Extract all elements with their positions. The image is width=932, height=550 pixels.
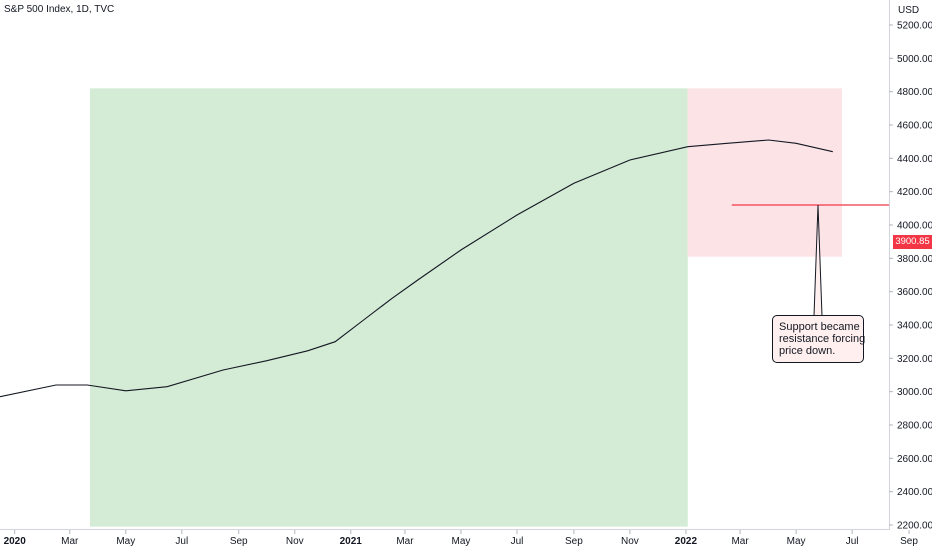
- last-price-badge: 3900.85: [893, 234, 932, 249]
- time-tick-label: Jul: [175, 536, 188, 547]
- chart-title: S&P 500 Index, 1D, TVC: [4, 4, 115, 15]
- time-tick-label: May: [451, 536, 470, 547]
- price-tick-label: 4600.00: [897, 121, 932, 132]
- time-tick-label: Sep: [900, 536, 918, 547]
- time-axis-ticks: 2020 Mar May Jul Sep Nov 2021 Mar May Jul Sep Nov 20…: [4, 530, 918, 547]
- price-tick-label: 5000.00: [897, 54, 932, 65]
- moving-average-layer: [0, 139, 833, 398]
- price-tick-label: 3400.00: [897, 321, 932, 332]
- price-tick-label: 4200.00: [897, 187, 932, 198]
- price-tick-label: 4000.00: [897, 221, 932, 232]
- price-tick-label: 3200.00: [897, 354, 932, 365]
- moving-average-line: [0, 139, 833, 398]
- price-tick-label: 2400.00: [897, 487, 932, 498]
- callout-line-1: Support became: [779, 321, 860, 333]
- price-tick-label: 2600.00: [897, 454, 932, 465]
- time-tick-label: 2021: [340, 536, 363, 547]
- callout-line-2: resistance forcing: [779, 333, 866, 345]
- axis-layer: USD: [0, 0, 919, 530]
- time-tick-label: Mar: [396, 536, 414, 547]
- price-axis-unit-label: USD: [898, 5, 919, 16]
- time-tick-label: May: [116, 536, 135, 547]
- annotation-callout[interactable]: Support became resistance forcing price …: [772, 315, 866, 363]
- time-tick-label: 2022: [675, 536, 698, 547]
- callout-line-3: price down.: [779, 345, 836, 357]
- time-tick-label: Jul: [846, 536, 859, 547]
- time-tick-label: Jul: [511, 536, 524, 547]
- time-tick-label: Mar: [61, 536, 79, 547]
- price-tick-label: 2800.00: [897, 421, 932, 432]
- time-tick-label: Sep: [565, 536, 583, 547]
- bull-zone: [89, 88, 688, 527]
- zones-layer: [89, 88, 843, 527]
- price-axis-ticks: 2200.00 2400.00 2600.00 2800.00 3000.00 3200.…: [889, 21, 932, 532]
- time-tick-label: Mar: [731, 536, 749, 547]
- bear-zone: [687, 88, 843, 257]
- time-tick-label: Nov: [621, 536, 639, 547]
- price-tick-label: 4800.00: [897, 87, 932, 98]
- time-tick-label: Nov: [286, 536, 304, 547]
- time-tick-label: 2020: [4, 536, 27, 547]
- time-tick-label: May: [787, 536, 806, 547]
- price-tick-label: 4400.00: [897, 154, 932, 165]
- price-tick-label: 3800.00: [897, 254, 932, 265]
- price-tick-label: 2200.00: [897, 521, 932, 532]
- time-tick-label: Sep: [230, 536, 248, 547]
- price-tick-label: 3600.00: [897, 287, 932, 298]
- price-tick-label: 5200.00: [897, 21, 932, 32]
- price-tick-label: 3000.00: [897, 387, 932, 398]
